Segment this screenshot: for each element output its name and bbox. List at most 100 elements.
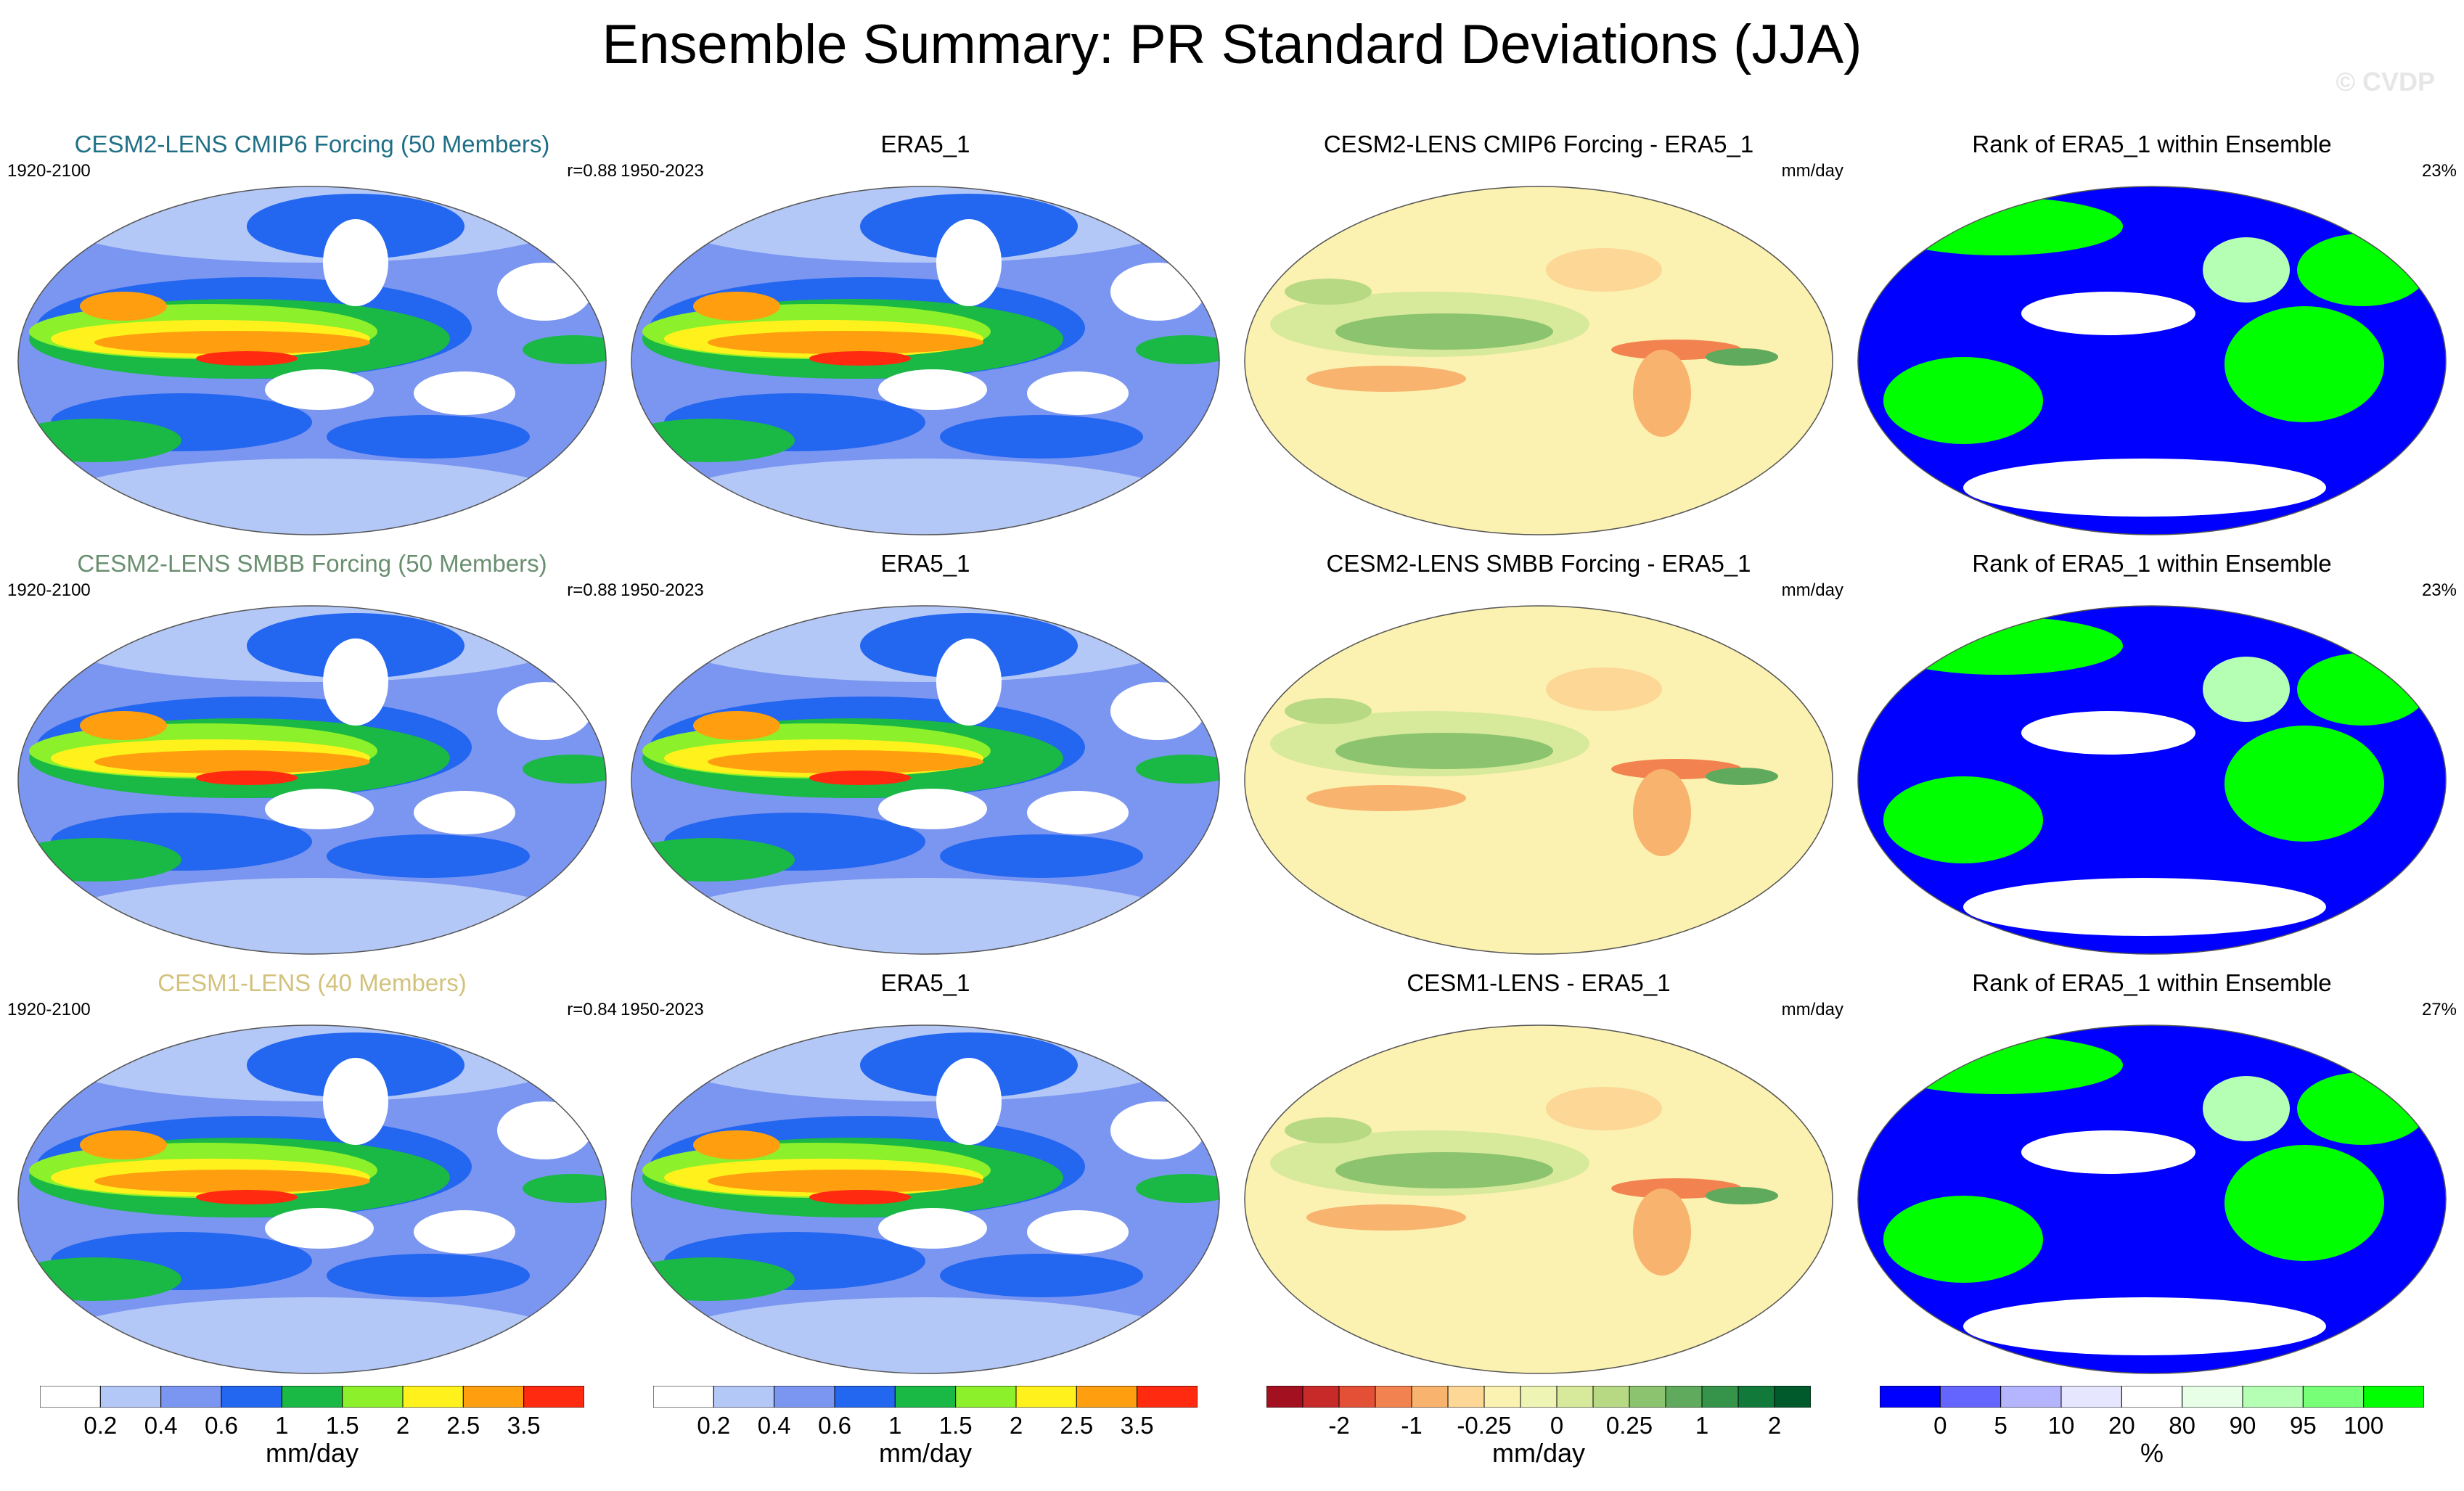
colorbar-tick-label: 0.6 xyxy=(205,1412,238,1439)
panel-title: ERA5_1 xyxy=(880,131,970,157)
panel-title: CESM2-LENS SMBB Forcing - ERA5_1 xyxy=(1326,550,1751,577)
world-map xyxy=(628,1022,1223,1377)
colorbar-swatch xyxy=(1520,1386,1558,1408)
panel-years: 1950-2023 xyxy=(621,1000,704,1019)
colorbar-tick-label: 80 xyxy=(2169,1412,2196,1439)
colorbar-tick-label: 1 xyxy=(275,1412,289,1439)
colorbar-swatch xyxy=(462,1386,525,1408)
map-panel-obs-row2: ERA5_1 1950-2023 xyxy=(621,550,1223,964)
colorbar-tick-label: 0.6 xyxy=(818,1412,851,1439)
map-panel-diff-row3: CESM1-LENS - ERA5_1 mm/day xyxy=(1241,969,1843,1383)
world-map xyxy=(1854,602,2449,958)
colorbar-swatch xyxy=(2000,1386,2062,1408)
panel-units: mm/day xyxy=(1781,161,1843,181)
colorbar-units: mm/day xyxy=(878,1438,973,1468)
colorbar-swatch xyxy=(1629,1386,1666,1408)
colorbar-tick-label: 0 xyxy=(1550,1412,1564,1439)
colorbar-swatch xyxy=(1137,1386,1198,1408)
colorbar-swatch xyxy=(1076,1386,1138,1408)
colorbar-swatch xyxy=(1738,1386,1775,1408)
colorbar-swatch xyxy=(1483,1386,1521,1408)
colorbar-tick-label: 2 xyxy=(1009,1412,1023,1439)
panel-years: 1950-2023 xyxy=(621,161,704,181)
panel-title: CESM2-LENS CMIP6 Forcing (50 Members) xyxy=(74,131,550,157)
colorbar-swatch xyxy=(1592,1386,1630,1408)
colorbar-swatch xyxy=(653,1386,714,1408)
colorbar-tick-label: 0.4 xyxy=(144,1412,178,1439)
colorbar-tick-label: 5 xyxy=(1994,1412,2007,1439)
colorbar-swatch xyxy=(402,1386,464,1408)
colorbar-swatch xyxy=(1665,1386,1703,1408)
world-map xyxy=(1854,1022,2449,1377)
colorbar-swatch xyxy=(834,1386,896,1408)
colorbar-tick-label: -2 xyxy=(1328,1412,1350,1439)
sd-colorbar-model: 0.2 0.4 0.6 1 1.5 2 2.5 3.5 mm/day xyxy=(40,1386,584,1487)
colorbar-tick-label: 1 xyxy=(1695,1412,1709,1439)
diff-colorbar: -2 -1 -0.25 0 0.25 1 2 mm/day xyxy=(1266,1386,1811,1487)
colorbar-swatch xyxy=(1447,1386,1485,1408)
colorbar-tick-label: 20 xyxy=(2108,1412,2135,1439)
colorbar-swatch xyxy=(2242,1386,2304,1408)
map-panel-rank-row1: Rank of ERA5_1 within Ensemble 23% xyxy=(1854,131,2457,544)
colorbar-tick-label: 0.25 xyxy=(1605,1412,1653,1439)
figure-title: Ensemble Summary: PR Standard Deviations… xyxy=(602,14,1862,75)
panel-title: CESM1-LENS (40 Members) xyxy=(157,969,467,996)
panel-title: Rank of ERA5_1 within Ensemble xyxy=(1972,550,2332,577)
colorbar-tick-label: 2.5 xyxy=(446,1412,480,1439)
rank-colorbar: 0 5 10 20 80 90 95 100% xyxy=(1880,1386,2424,1487)
colorbar-tick-label: 1 xyxy=(888,1412,902,1439)
colorbar-tick-label: 95 xyxy=(2289,1412,2317,1439)
rank-percent: 23% xyxy=(2421,161,2457,181)
colorbar-swatch xyxy=(955,1386,1017,1408)
colorbar-tick-label: 100 xyxy=(2344,1412,2384,1439)
colorbar-tick-label: -1 xyxy=(1401,1412,1423,1439)
colorbar-swatch xyxy=(1302,1386,1340,1408)
panel-years: 1920-2100 xyxy=(7,580,91,600)
colorbar-swatch xyxy=(40,1386,101,1408)
panel-years: 1920-2100 xyxy=(7,1000,91,1019)
colorbar-tick-label: 90 xyxy=(2229,1412,2256,1439)
pattern-correlation: r=0.84 xyxy=(567,1000,617,1019)
colorbar-swatch xyxy=(2182,1386,2243,1408)
sd-colorbar-obs: 0.2 0.4 0.6 1 1.5 2 2.5 3.5 mm/day xyxy=(653,1386,1198,1487)
colorbar-swatch xyxy=(2060,1386,2122,1408)
pattern-correlation: r=0.88 xyxy=(567,161,617,181)
panel-title: Rank of ERA5_1 within Ensemble xyxy=(1972,131,2332,157)
colorbar-swatch xyxy=(1411,1386,1449,1408)
colorbar-tick-label: 3.5 xyxy=(1120,1412,1154,1439)
colorbar-swatch xyxy=(1939,1386,2002,1408)
world-map xyxy=(1241,602,1836,958)
panel-title: CESM2-LENS SMBB Forcing (50 Members) xyxy=(77,550,547,577)
colorbar-swatch xyxy=(774,1386,835,1408)
colorbar-swatch xyxy=(523,1386,584,1408)
cvdp-watermark: © CVDP xyxy=(2336,67,2435,96)
colorbar-swatch xyxy=(1375,1386,1412,1408)
panel-title: CESM2-LENS CMIP6 Forcing - ERA5_1 xyxy=(1323,131,1754,157)
colorbar-tick-label: 2 xyxy=(1767,1412,1782,1439)
colorbar-swatch xyxy=(1556,1386,1594,1408)
colorbar-swatch xyxy=(160,1386,222,1408)
colorbar-tick-label: 0 xyxy=(1933,1412,1947,1439)
colorbar-swatch xyxy=(1701,1386,1739,1408)
colorbar-tick-label: 3.5 xyxy=(507,1412,541,1439)
panel-title: ERA5_1 xyxy=(880,969,970,996)
colorbar-swatch xyxy=(281,1386,343,1408)
map-panel-model-row2: CESM2-LENS SMBB Forcing (50 Members) 1920… xyxy=(7,550,617,964)
colorbar-tick-label: 1.5 xyxy=(938,1412,973,1439)
colorbar-tick-label: 10 xyxy=(2047,1412,2075,1439)
map-panel-diff-row1: CESM2-LENS CMIP6 Forcing - ERA5_1 mm/day xyxy=(1241,131,1843,544)
world-map xyxy=(1241,183,1836,538)
world-map xyxy=(15,1022,610,1377)
pattern-correlation: r=0.88 xyxy=(567,580,617,600)
world-map xyxy=(628,602,1223,958)
map-panel-diff-row2: CESM2-LENS SMBB Forcing - ERA5_1 mm/day xyxy=(1241,550,1843,964)
rank-percent: 27% xyxy=(2421,1000,2457,1019)
rank-percent: 23% xyxy=(2421,580,2457,600)
colorbar-units: mm/day xyxy=(265,1438,359,1468)
colorbar-swatch xyxy=(1338,1386,1376,1408)
world-map xyxy=(628,183,1223,538)
colorbar-tick-label: -0.25 xyxy=(1457,1412,1512,1439)
colorbar-swatch xyxy=(221,1386,282,1408)
colorbar-swatch xyxy=(1774,1386,1811,1408)
panel-title: Rank of ERA5_1 within Ensemble xyxy=(1972,969,2332,996)
